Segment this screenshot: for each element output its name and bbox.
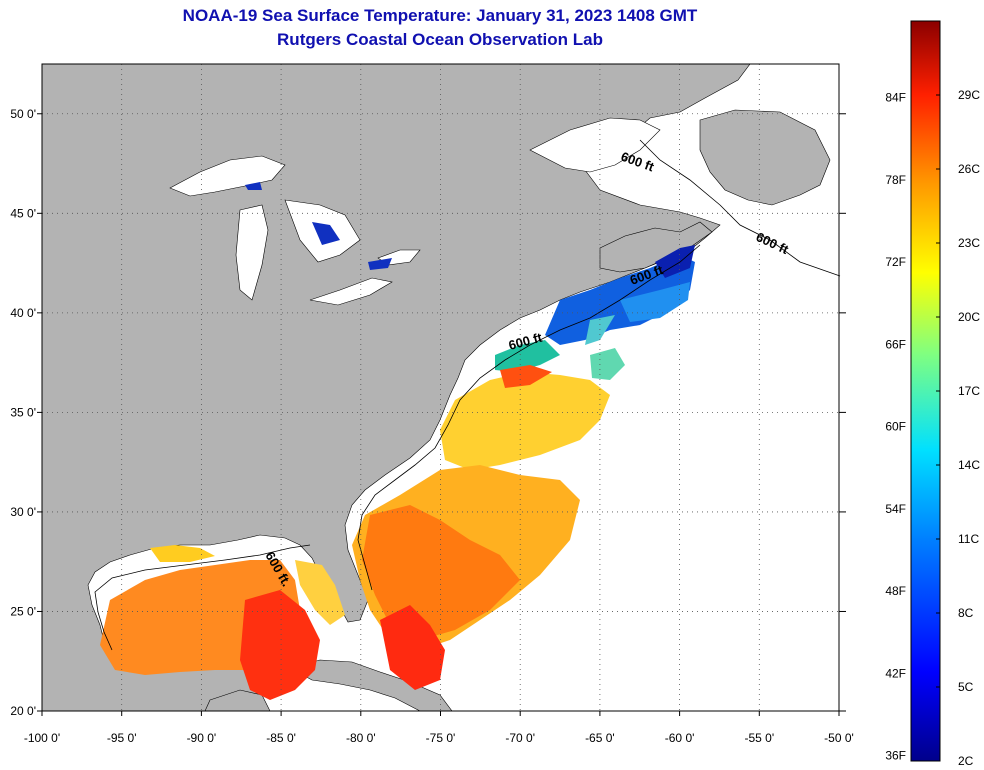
colorbar-f-label: 36F	[885, 749, 906, 763]
lon-label: -55 0'	[744, 731, 774, 745]
lake-superior	[169, 155, 286, 197]
lon-label: -80 0'	[346, 731, 376, 745]
lat-label: 45 0'	[10, 206, 36, 220]
lat-label: 25 0'	[10, 604, 36, 618]
colorbar	[910, 20, 941, 762]
lon-label: -60 0'	[665, 731, 695, 745]
map-subtitle: Rutgers Coastal Ocean Observation Lab	[277, 30, 603, 49]
colorbar-c-label: 5C	[958, 680, 974, 694]
lon-label: -85 0'	[266, 731, 296, 745]
newfoundland-land	[699, 109, 831, 206]
colorbar-f-label: 60F	[885, 420, 906, 434]
colorbar-c-label: 17C	[958, 384, 980, 398]
latitude-labels: 50 0' 45 0' 40 0' 35 0' 30 0' 25 0' 20 0'	[10, 107, 846, 718]
colorbar-c-label: 29C	[958, 88, 980, 102]
colorbar-f-label: 42F	[885, 666, 906, 680]
colorbar-c-label: 14C	[958, 458, 980, 472]
colorbar-f-label: 54F	[885, 502, 906, 516]
lat-label: 40 0'	[10, 306, 36, 320]
colorbar-c-label: 26C	[958, 162, 980, 176]
sst-warm-water	[440, 372, 610, 470]
st-lawrence-gulf	[529, 117, 661, 173]
colorbar-f-label: 84F	[885, 91, 906, 105]
colorbar-c-label: 8C	[958, 606, 974, 620]
lon-label: -95 0'	[107, 731, 137, 745]
colorbar-fahrenheit-labels: 84F 78F 72F 66F 60F 54F 48F 42F 36F	[885, 91, 906, 763]
map-title: NOAA-19 Sea Surface Temperature: January…	[182, 6, 698, 25]
lat-label: 20 0'	[10, 704, 36, 718]
colorbar-f-label: 66F	[885, 337, 906, 351]
colorbar-f-label: 48F	[885, 584, 906, 598]
colorbar-c-label: 11C	[958, 532, 979, 546]
colorbar-c-label: 2C	[958, 754, 974, 768]
lon-label: -100 0'	[24, 731, 60, 745]
cuba-land	[289, 659, 453, 711]
lat-label: 30 0'	[10, 505, 36, 519]
colorbar-f-label: 78F	[885, 173, 906, 187]
lon-label: -65 0'	[585, 731, 615, 745]
lon-label: -70 0'	[505, 731, 535, 745]
nova-scotia-land	[599, 221, 713, 273]
colorbar-c-label: 23C	[958, 236, 980, 250]
lon-label: -90 0'	[187, 731, 217, 745]
lon-label: -50 0'	[824, 731, 854, 745]
lat-label: 35 0'	[10, 405, 36, 419]
isobath-600ft	[94, 139, 841, 651]
colorbar-c-label: 20C	[958, 310, 980, 324]
yucatan-land	[204, 689, 271, 711]
colorbar-celsius-labels: 29C 26C 23C 20C 17C 14C 11C 8C 5C 2C	[936, 88, 980, 768]
longitude-labels: -100 0' -95 0' -90 0' -85 0' -80 0' -75 0' -70…	[24, 711, 854, 745]
lon-label: -75 0'	[426, 731, 456, 745]
lake-michigan	[235, 204, 269, 301]
colorbar-f-label: 72F	[885, 255, 906, 269]
lake-erie	[309, 277, 393, 306]
lat-label: 50 0'	[10, 107, 36, 121]
